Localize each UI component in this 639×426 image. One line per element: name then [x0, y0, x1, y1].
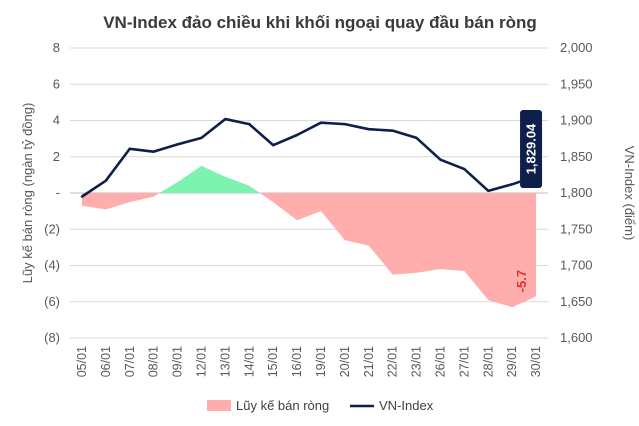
- vnindex-point: [152, 150, 155, 153]
- vnindex-point: [463, 167, 466, 171]
- right-tick-label: 1,800: [560, 185, 593, 200]
- x-tick-label: 20/01: [338, 346, 352, 377]
- vnindex-point: [128, 147, 131, 150]
- right-tick-label: 1,750: [560, 221, 593, 236]
- left-axis-title: Lũy kế bán ròng (ngàn tỷ đồng): [20, 103, 35, 284]
- vnindex-polyline: [81, 117, 537, 198]
- left-tick-label: (6): [44, 294, 60, 309]
- right-tick-label: 1,650: [560, 294, 593, 309]
- legend: Lũy kế bán ròng VN-Index: [207, 398, 434, 413]
- vnindex-point: [295, 133, 299, 137]
- x-tick-label: 15/01: [266, 346, 280, 377]
- left-tick-label: (8): [44, 330, 60, 345]
- x-tick-label: 22/01: [386, 346, 400, 377]
- left-tick-label: (4): [44, 258, 60, 273]
- left-tick-label: 8: [53, 40, 60, 55]
- net-buy-positive-area: [159, 165, 260, 193]
- x-tick-label: 19/01: [314, 346, 328, 377]
- right-tick-label: 1,850: [560, 149, 593, 164]
- vnindex-point: [104, 179, 108, 182]
- left-tick-label: 6: [53, 76, 60, 91]
- x-tick-label: 27/01: [457, 346, 471, 377]
- net-sell-area: [81, 165, 537, 308]
- right-tick-label: 1,700: [560, 258, 593, 273]
- net-sell-negative-area: [81, 193, 537, 308]
- net-sell-last-label: -5.7: [514, 270, 529, 292]
- x-tick-label: 06/01: [99, 346, 113, 377]
- vnindex-point: [271, 143, 275, 147]
- x-tick-label: 28/01: [481, 346, 495, 377]
- vnindex-point: [510, 183, 514, 186]
- right-tick-label: 1,950: [560, 76, 593, 91]
- vnindex-point: [176, 143, 179, 146]
- vnindex-point: [224, 117, 227, 121]
- x-tick-label: 14/01: [242, 346, 256, 377]
- x-tick-label: 29/01: [505, 346, 519, 377]
- left-axis-ticks: 8 6 4 2 - (2) (4) (6) (8): [44, 40, 60, 345]
- legend-swatch-net-sell: [207, 400, 231, 411]
- right-tick-label: 2,000: [560, 40, 593, 55]
- vnindex-point: [367, 128, 370, 131]
- vnindex-point: [391, 129, 394, 132]
- left-tick-label: -: [56, 185, 60, 200]
- x-tick-label: 09/01: [171, 346, 185, 377]
- legend-label-vnindex: VN-Index: [379, 398, 434, 413]
- x-tick-label: 05/01: [75, 346, 89, 377]
- vnindex-point: [415, 136, 418, 140]
- left-tick-label: 2: [53, 149, 60, 164]
- vnindex-point: [319, 121, 323, 124]
- vnindex-point: [200, 136, 203, 140]
- left-tick-label: 4: [53, 113, 60, 128]
- legend-label-net-sell: Lũy kế bán ròng: [236, 398, 329, 413]
- right-axis-ticks: 2,000 1,950 1,900 1,850 1,800 1,750 1,700 1,650…: [560, 40, 593, 345]
- chart-title: VN-Index đảo chiều khi khối ngoại quay đ…: [103, 13, 537, 32]
- x-tick-label: 12/01: [194, 346, 208, 377]
- x-tick-label: 23/01: [410, 346, 424, 377]
- left-tick-label: (2): [44, 221, 60, 236]
- x-tick-label: 13/01: [218, 346, 232, 377]
- vnindex-last-badge: [520, 110, 543, 188]
- vnindex-point: [439, 158, 442, 161]
- x-axis-ticks: 05/01 06/01 07/01 08/01 09/01 12/01 13/01 14/01…: [75, 346, 543, 377]
- x-tick-label: 16/01: [290, 346, 304, 377]
- vnindex-point: [248, 122, 251, 126]
- x-tick-label: 07/01: [123, 346, 137, 377]
- x-tick-label: 08/01: [147, 346, 161, 377]
- right-tick-label: 1,900: [560, 113, 593, 128]
- x-tick-label: 21/01: [362, 346, 376, 377]
- x-tick-label: 30/01: [529, 346, 543, 377]
- vnindex-point: [343, 122, 347, 126]
- vnindex-point: [487, 189, 490, 193]
- annotations: -5.7 1,829.04: [514, 110, 543, 292]
- vnindex-point: [80, 195, 84, 198]
- vnindex-last-label: 1,829.04: [524, 123, 539, 174]
- right-axis-title: VN-Index (điểm): [622, 146, 637, 241]
- x-tick-label: 26/01: [433, 346, 447, 377]
- vnindex-line: [80, 117, 538, 198]
- right-tick-label: 1,600: [560, 330, 593, 345]
